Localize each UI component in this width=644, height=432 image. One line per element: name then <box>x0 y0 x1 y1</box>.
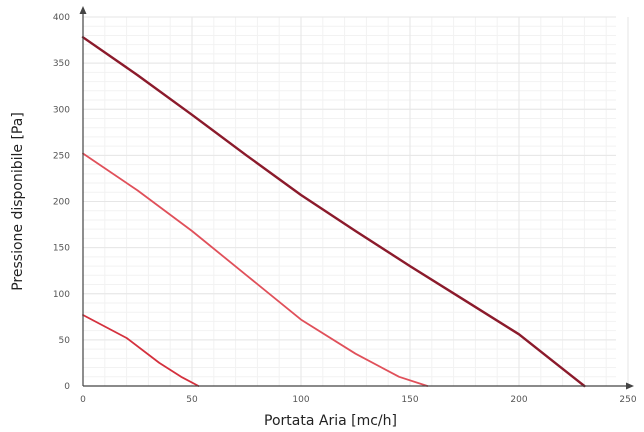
y-tick-label: 150 <box>53 244 70 254</box>
grid <box>83 16 629 386</box>
x-tick-label: 50 <box>186 395 198 405</box>
y-tick-label: 200 <box>53 198 70 208</box>
x-axis-arrow-icon <box>626 382 634 390</box>
y-tick-label: 400 <box>53 13 70 23</box>
x-tick-label: 200 <box>510 395 527 405</box>
y-tick-label: 100 <box>53 290 70 300</box>
y-tick-label: 350 <box>53 59 70 69</box>
y-tick-label: 300 <box>53 105 70 115</box>
x-tick-label: 150 <box>401 395 418 405</box>
x-axis-title: Portata Aria [mc/h] <box>264 413 397 429</box>
y-tick-label: 250 <box>53 151 70 161</box>
series-line-3 <box>82 314 200 387</box>
x-tick-label: 0 <box>80 395 86 405</box>
x-tick-label: 250 <box>619 395 636 405</box>
tick-labels: 0 50 100 150 200 250 0 50 100 150 200 250 300 350 400 <box>53 13 637 405</box>
y-tick-label: 0 <box>64 382 70 392</box>
axes <box>79 6 634 390</box>
y-axis-arrow-icon <box>79 6 87 14</box>
y-tick-label: 50 <box>59 336 71 346</box>
series-layer <box>81 36 586 388</box>
series-line-2 <box>82 152 429 387</box>
series-line-1 <box>81 36 586 388</box>
x-tick-label: 100 <box>292 395 309 405</box>
y-axis-title: Pressione disponibile [Pa] <box>10 112 26 291</box>
